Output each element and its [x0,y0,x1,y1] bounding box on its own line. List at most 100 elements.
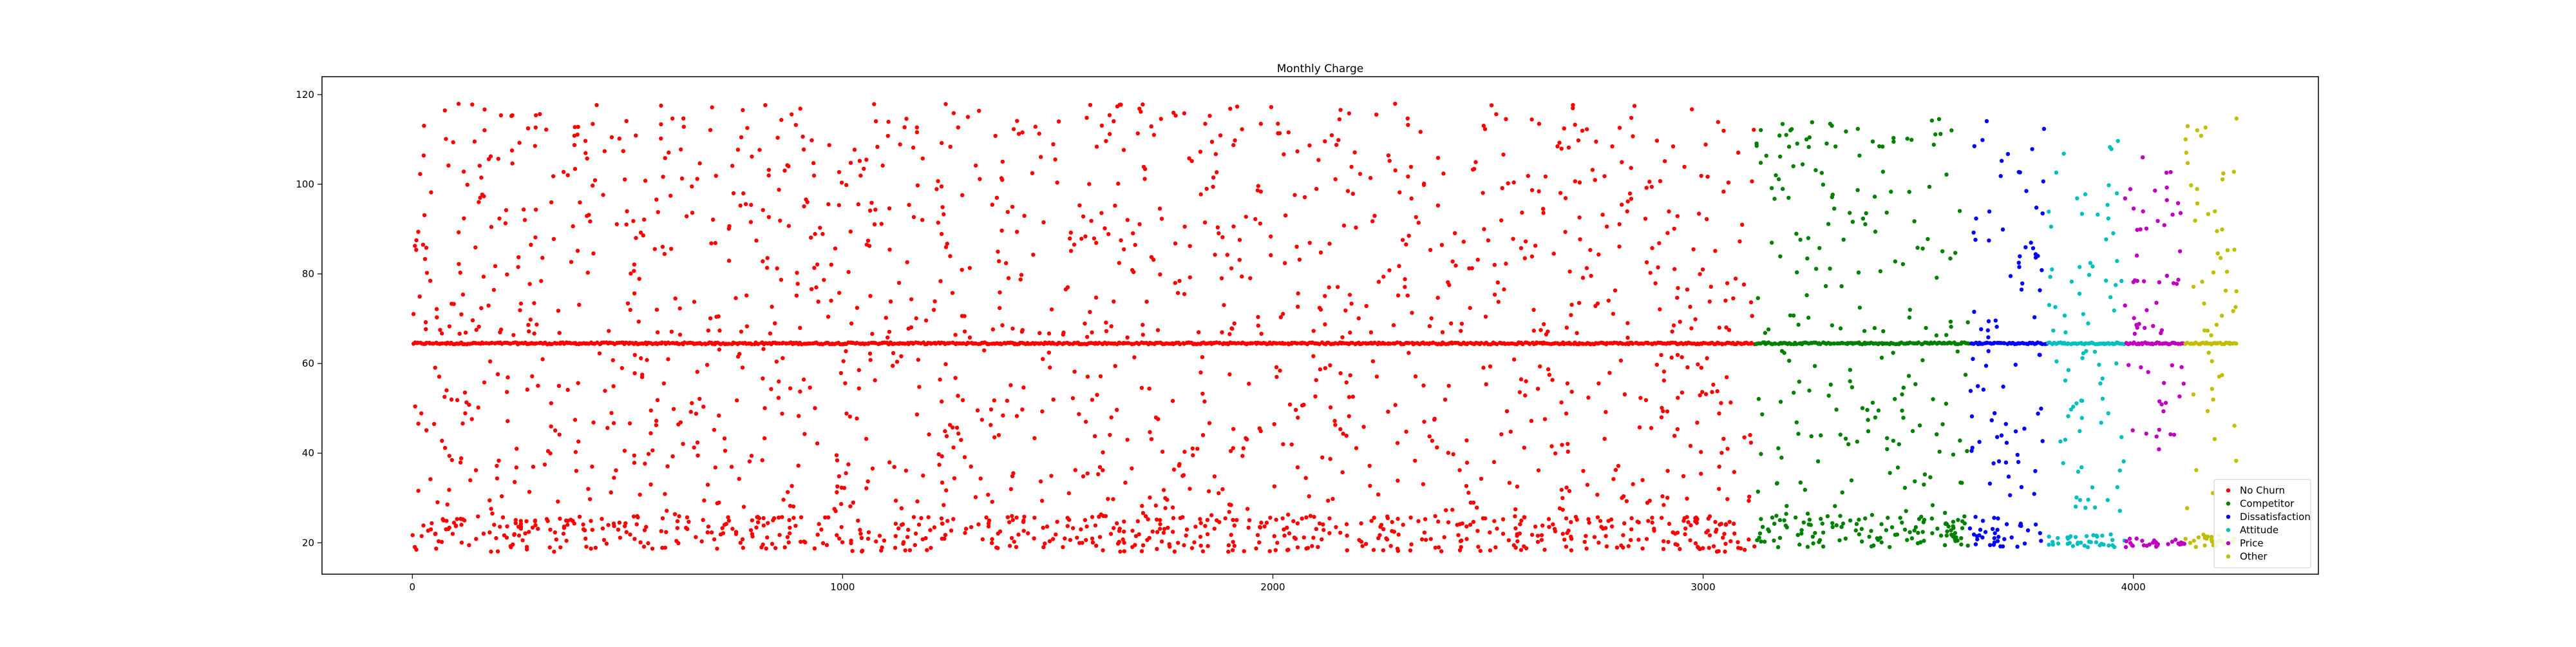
data-point [2170,539,2175,544]
data-point [524,545,529,549]
data-point [1387,268,1392,273]
data-point [786,540,791,545]
data-point [1636,537,1641,542]
data-point [1646,341,1651,345]
data-point [1996,534,2001,539]
data-point [782,168,787,173]
data-point [1374,112,1379,117]
data-point [1393,403,1397,407]
data-point [1092,236,1097,241]
data-point [944,488,949,493]
data-point [1776,177,1781,182]
data-point [1631,134,1635,139]
data-point [862,166,866,171]
data-point [2009,535,2014,540]
data-point [1930,503,1935,508]
data-point [1870,400,1875,405]
data-point [1888,545,1892,550]
data-point [1812,363,1817,369]
data-point [1698,393,1702,398]
data-point [1345,548,1349,553]
data-point [649,408,653,413]
data-point [1159,539,1164,544]
data-point [788,386,793,391]
data-point [710,105,714,110]
data-point [574,468,579,473]
data-point [2202,543,2207,548]
data-point [526,323,531,327]
data-point [1843,436,1848,441]
data-point [459,523,464,527]
data-point [1731,296,1736,301]
data-point [603,389,607,393]
data-point [527,490,532,494]
data-point [1344,380,1349,385]
data-point [1158,517,1162,523]
data-point [727,342,732,346]
data-point [655,398,660,402]
data-point [1600,213,1605,217]
data-point [1857,305,1862,310]
data-point [1004,261,1009,266]
data-point [1482,127,1488,131]
data-point [966,341,971,345]
data-point [1978,527,1983,532]
data-point [1217,340,1222,345]
data-point [1386,409,1390,414]
data-point [1884,528,1889,532]
data-point [1920,530,1925,534]
data-point [1780,122,1785,126]
data-point [1711,544,1716,548]
data-point [1063,287,1068,292]
data-point [1461,239,1466,244]
data-point [2079,398,2083,403]
data-point [915,499,920,504]
data-point [827,143,831,148]
data-point [1885,436,1889,441]
data-point [2040,211,2045,216]
data-point [509,148,515,153]
data-point [571,519,575,523]
data-point [1965,449,1969,454]
data-point [1457,468,1462,472]
data-point [524,519,529,523]
data-point [1705,356,1709,360]
data-point [1289,442,1294,447]
chart-title: Monthly Charge [1277,63,1363,75]
data-point [1904,508,1908,514]
data-point [2094,540,2099,545]
data-point [665,508,669,513]
data-point [2119,278,2124,284]
data-point [592,178,598,182]
data-point [1830,124,1834,128]
data-point [1817,537,1823,543]
data-point [2211,397,2215,402]
data-point [1349,164,1354,169]
data-point [556,309,561,313]
data-point [1569,534,1573,539]
data-point [1945,529,1949,534]
data-point [1566,145,1571,150]
data-point [2032,315,2037,320]
data-point [1177,278,1182,284]
data-point [585,213,589,218]
data-point [590,528,594,532]
data-point [1963,372,1968,377]
data-point [1296,415,1300,420]
data-point [1719,450,1724,455]
data-point [696,453,700,458]
data-point [1624,499,1629,503]
data-point [1123,480,1128,485]
data-point [1511,180,1516,185]
data-point [726,258,732,263]
data-point [685,526,690,532]
data-point [773,321,777,325]
data-point [1867,534,1871,539]
data-point [812,266,817,270]
data-point [1192,540,1197,545]
data-point [1018,277,1023,282]
data-point [460,292,466,297]
data-point [901,540,906,545]
data-point [818,226,822,230]
data-point [2047,303,2052,307]
